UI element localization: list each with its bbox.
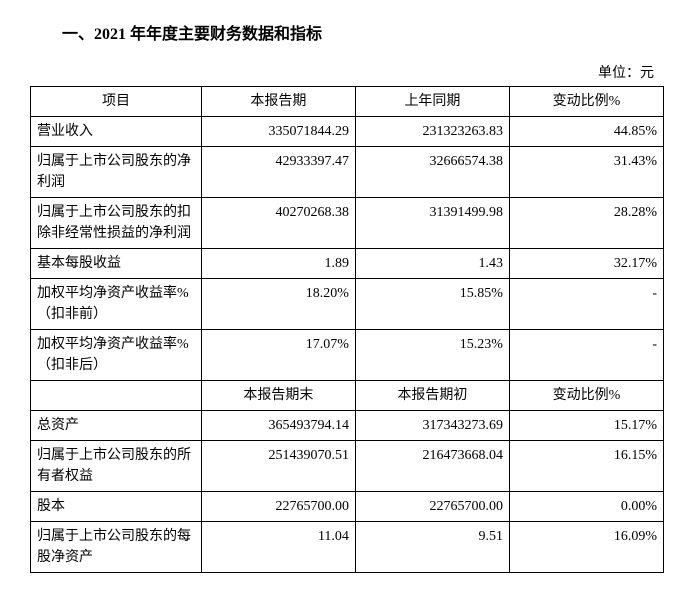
table-row: 总资产365493794.14317343273.6915.17% bbox=[31, 411, 664, 441]
row-item: 营业收入 bbox=[31, 117, 202, 147]
header-change: 变动比例% bbox=[509, 381, 663, 411]
table-row: 归属于上市公司股东的每股净资产11.049.5116.09% bbox=[31, 522, 664, 573]
table-row: 营业收入335071844.29231323263.8344.85% bbox=[31, 117, 664, 147]
table-header-row: 本报告期末本报告期初变动比例% bbox=[31, 381, 664, 411]
row-prior: 15.23% bbox=[355, 330, 509, 381]
row-item: 基本每股收益 bbox=[31, 249, 202, 279]
section-title: 一、2021 年年度主要财务数据和指标 bbox=[30, 20, 664, 44]
row-current: 22765700.00 bbox=[201, 492, 355, 522]
row-prior: 216473668.04 bbox=[355, 441, 509, 492]
table-header-row: 项目本报告期上年同期变动比例% bbox=[31, 87, 664, 117]
table-row: 基本每股收益1.891.4332.17% bbox=[31, 249, 664, 279]
row-current: 335071844.29 bbox=[201, 117, 355, 147]
row-change: - bbox=[509, 279, 663, 330]
row-change: 28.28% bbox=[509, 198, 663, 249]
header-current: 本报告期末 bbox=[201, 381, 355, 411]
table-row: 股本22765700.0022765700.000.00% bbox=[31, 492, 664, 522]
row-change: - bbox=[509, 330, 663, 381]
row-change: 16.09% bbox=[509, 522, 663, 573]
row-current: 42933397.47 bbox=[201, 147, 355, 198]
row-change: 31.43% bbox=[509, 147, 663, 198]
row-prior: 317343273.69 bbox=[355, 411, 509, 441]
row-item: 加权平均净资产收益率%（扣非前） bbox=[31, 279, 202, 330]
row-prior: 31391499.98 bbox=[355, 198, 509, 249]
row-item: 归属于上市公司股东的净利润 bbox=[31, 147, 202, 198]
row-item: 总资产 bbox=[31, 411, 202, 441]
header-item: 项目 bbox=[31, 87, 202, 117]
row-item: 加权平均净资产收益率%（扣非后） bbox=[31, 330, 202, 381]
row-item: 股本 bbox=[31, 492, 202, 522]
row-change: 15.17% bbox=[509, 411, 663, 441]
row-current: 365493794.14 bbox=[201, 411, 355, 441]
row-item: 归属于上市公司股东的所有者权益 bbox=[31, 441, 202, 492]
row-current: 17.07% bbox=[201, 330, 355, 381]
table-row: 归属于上市公司股东的扣除非经常性损益的净利润40270268.383139149… bbox=[31, 198, 664, 249]
row-prior: 9.51 bbox=[355, 522, 509, 573]
unit-label: 单位：元 bbox=[30, 62, 664, 82]
header-empty bbox=[31, 381, 202, 411]
row-current: 40270268.38 bbox=[201, 198, 355, 249]
row-current: 251439070.51 bbox=[201, 441, 355, 492]
table-row: 加权平均净资产收益率%（扣非前）18.20%15.85%- bbox=[31, 279, 664, 330]
row-prior: 32666574.38 bbox=[355, 147, 509, 198]
row-change: 16.15% bbox=[509, 441, 663, 492]
row-prior: 22765700.00 bbox=[355, 492, 509, 522]
row-prior: 231323263.83 bbox=[355, 117, 509, 147]
header-prior: 本报告期初 bbox=[355, 381, 509, 411]
row-current: 1.89 bbox=[201, 249, 355, 279]
row-item: 归属于上市公司股东的每股净资产 bbox=[31, 522, 202, 573]
financial-table: 项目本报告期上年同期变动比例%营业收入335071844.29231323263… bbox=[30, 86, 664, 573]
row-change: 32.17% bbox=[509, 249, 663, 279]
header-current: 本报告期 bbox=[201, 87, 355, 117]
row-change: 0.00% bbox=[509, 492, 663, 522]
row-item: 归属于上市公司股东的扣除非经常性损益的净利润 bbox=[31, 198, 202, 249]
table-row: 归属于上市公司股东的所有者权益251439070.51216473668.041… bbox=[31, 441, 664, 492]
row-current: 11.04 bbox=[201, 522, 355, 573]
row-prior: 1.43 bbox=[355, 249, 509, 279]
row-change: 44.85% bbox=[509, 117, 663, 147]
header-prior: 上年同期 bbox=[355, 87, 509, 117]
header-change: 变动比例% bbox=[509, 87, 663, 117]
row-prior: 15.85% bbox=[355, 279, 509, 330]
row-current: 18.20% bbox=[201, 279, 355, 330]
table-row: 归属于上市公司股东的净利润42933397.4732666574.3831.43… bbox=[31, 147, 664, 198]
table-row: 加权平均净资产收益率%（扣非后）17.07%15.23%- bbox=[31, 330, 664, 381]
